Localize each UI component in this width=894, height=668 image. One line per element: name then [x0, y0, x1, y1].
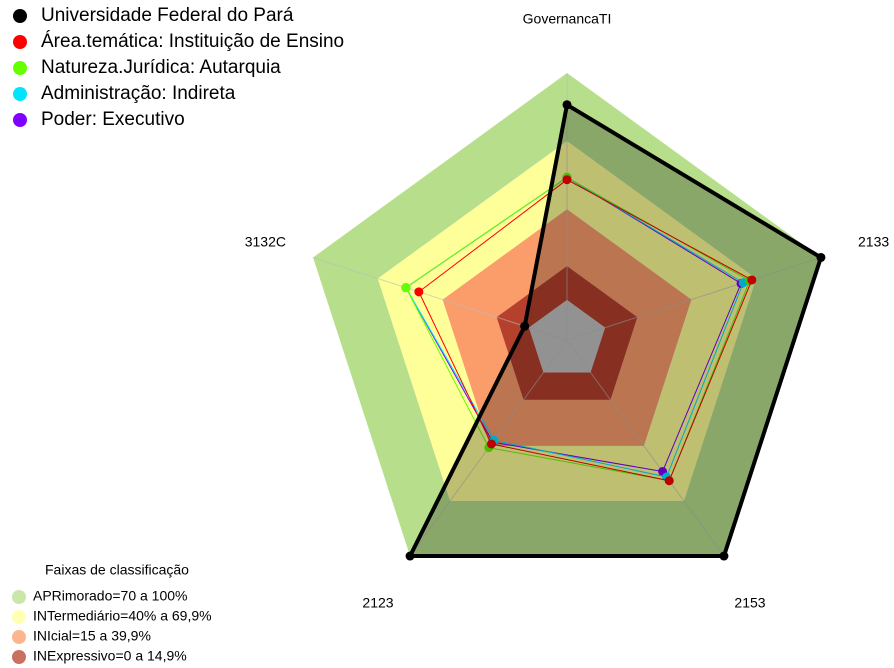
axis-label: 2153 — [734, 595, 765, 611]
series-point — [816, 252, 826, 262]
series-point — [664, 476, 674, 486]
band — [442, 209, 692, 446]
axis-label: 3132C — [245, 234, 286, 250]
band-legend-marker — [12, 650, 26, 664]
series-point — [719, 551, 729, 561]
bands-title: Faixas de classificação — [45, 562, 189, 578]
band-legend-label: INExpressivo=0 a 14,9% — [33, 648, 187, 664]
series-polygon — [408, 102, 823, 559]
legend-marker — [13, 9, 27, 23]
axis-label: 2123 — [362, 595, 393, 611]
band-legend-label: APRimorado=70 a 100% — [33, 588, 188, 604]
series-point — [401, 283, 411, 293]
legend-marker — [13, 35, 27, 49]
band-legend-marker — [12, 630, 26, 644]
legend-marker — [13, 61, 27, 75]
series-point — [405, 551, 415, 561]
legend-marker — [13, 87, 27, 101]
legend-label: Administração: Indireta — [41, 83, 236, 104]
series-point — [520, 321, 530, 331]
band-legend-label: INIcial=15 a 39,9% — [33, 628, 151, 644]
band-legend-marker — [12, 610, 26, 624]
series-point — [747, 275, 757, 285]
band-legend-label: INTermediário=40% a 69,9% — [33, 608, 212, 624]
band-legend-marker — [12, 590, 26, 604]
series-point — [562, 175, 572, 185]
legend-label: Natureza.Jurídica: Autarquia — [41, 57, 281, 78]
series-polygon — [418, 179, 753, 482]
legend-label: Área.temática: Instituição de Ensino — [41, 31, 344, 52]
axis-label: GovernancaTI — [523, 11, 612, 27]
series-polygon — [405, 176, 751, 482]
series-point — [562, 100, 572, 110]
legend-label: Universidade Federal do Pará — [41, 5, 294, 26]
spoke — [566, 339, 725, 557]
legend-marker — [13, 113, 27, 127]
legend-label: Poder: Executivo — [41, 109, 185, 130]
axis-label: 2133 — [858, 234, 889, 250]
band — [313, 73, 821, 557]
series-point — [486, 439, 496, 449]
spoke — [566, 257, 822, 341]
series-point — [414, 287, 424, 297]
